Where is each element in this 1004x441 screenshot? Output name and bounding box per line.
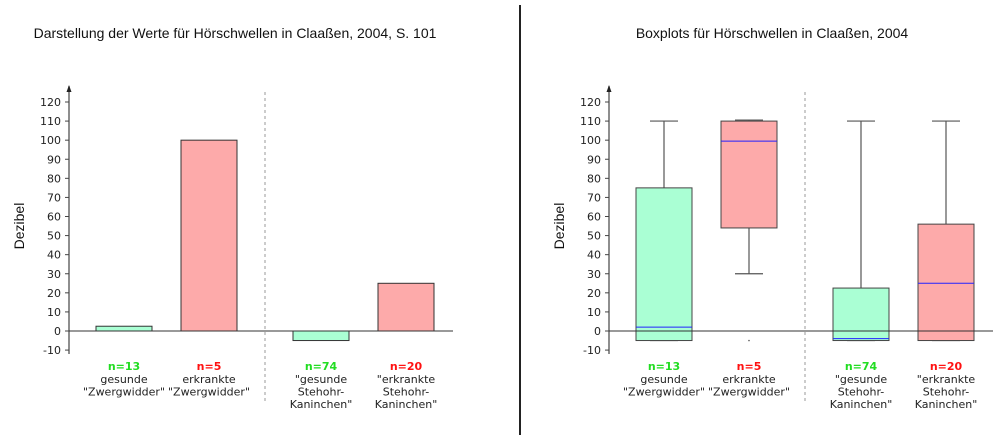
sample-size-label: n=13	[108, 360, 140, 373]
y-tick-label: 0	[594, 325, 601, 338]
y-tick-label: 50	[47, 230, 61, 243]
y-tick-label: 20	[47, 287, 61, 300]
y-tick-label: 80	[47, 172, 61, 185]
y-tick-label: 80	[587, 172, 601, 185]
y-axis-arrow-icon	[606, 85, 612, 92]
box	[917, 223, 975, 342]
category-label: gesunde	[640, 373, 687, 386]
category-label: Kaninchen"	[375, 398, 438, 411]
y-tick-label: 40	[47, 249, 61, 262]
category-label: "Zwergwidder"	[83, 386, 165, 399]
boxplot-panel: Boxplots für Hörschwellen in Claaßen, 20…	[551, 25, 993, 411]
category-label: "gesunde	[835, 373, 887, 386]
y-tick-label: 0	[54, 325, 61, 338]
bar	[95, 325, 153, 332]
sample-size-label: n=20	[930, 360, 963, 373]
y-tick-label: 20	[587, 287, 601, 300]
y-tick-label: -10	[583, 344, 601, 357]
y-tick-label: -10	[43, 344, 61, 357]
y-tick-label: 120	[40, 96, 61, 109]
y-axis-arrow-icon	[66, 85, 72, 92]
bar-chart-panel: Darstellung der Werte für Hörschwellen i…	[11, 25, 453, 411]
category-label: erkrankte	[182, 373, 236, 386]
chart-title: Darstellung der Werte für Hörschwellen i…	[34, 25, 437, 41]
category-label: "gesunde	[295, 373, 347, 386]
category-label: Stehohr-	[923, 386, 970, 399]
y-tick-label: 30	[587, 268, 601, 281]
sample-size-label: n=74	[305, 360, 338, 373]
box	[720, 120, 778, 229]
sample-size-label: n=20	[390, 360, 423, 373]
y-tick-label: 100	[40, 134, 61, 147]
y-tick-label: 110	[580, 115, 601, 128]
y-tick-label: 40	[587, 249, 601, 262]
sample-size-label: n=5	[197, 360, 222, 373]
sample-size-label: n=74	[845, 360, 878, 373]
box	[635, 187, 693, 342]
category-label: "erkrankte	[917, 373, 976, 386]
y-axis-label: Dezibel	[551, 203, 567, 250]
category-label: Stehohr-	[383, 386, 430, 399]
bar	[292, 330, 350, 342]
category-label: Stehohr-	[838, 386, 885, 399]
category-label: "erkrankte	[377, 373, 436, 386]
outlier-point	[748, 339, 750, 342]
y-tick-label: 60	[587, 211, 601, 224]
category-label: Stehohr-	[298, 386, 345, 399]
category-label: gesunde	[100, 373, 147, 386]
category-label: Kaninchen"	[830, 398, 893, 411]
bar	[180, 139, 238, 332]
y-tick-label: 110	[40, 115, 61, 128]
category-label: Kaninchen"	[915, 398, 978, 411]
y-tick-label: 90	[587, 153, 601, 166]
y-tick-label: 50	[587, 230, 601, 243]
y-tick-label: 120	[580, 96, 601, 109]
category-label: "Zwergwidder"	[168, 386, 250, 399]
bar	[377, 282, 435, 332]
y-tick-label: 30	[47, 268, 61, 281]
sample-size-label: n=13	[648, 360, 680, 373]
category-label: Kaninchen"	[290, 398, 353, 411]
category-label: "Zwergwidder"	[708, 386, 790, 399]
y-tick-label: 90	[47, 153, 61, 166]
sample-size-label: n=5	[737, 360, 762, 373]
y-tick-label: 70	[587, 191, 601, 204]
y-tick-label: 100	[580, 134, 601, 147]
category-label: "Zwergwidder"	[623, 386, 705, 399]
y-tick-label: 10	[47, 306, 61, 319]
y-tick-label: 10	[587, 306, 601, 319]
y-tick-label: 60	[47, 211, 61, 224]
category-label: erkrankte	[722, 373, 776, 386]
y-tick-label: 70	[47, 191, 61, 204]
chart-title: Boxplots für Hörschwellen in Claaßen, 20…	[636, 25, 909, 41]
box	[832, 287, 890, 342]
y-axis-label: Dezibel	[11, 203, 27, 250]
